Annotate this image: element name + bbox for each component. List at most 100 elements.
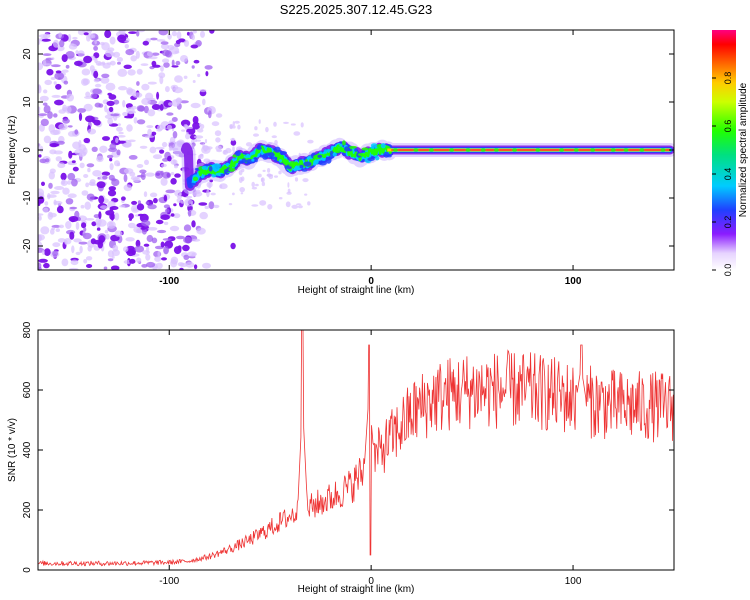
heatmap-noise-cell	[136, 119, 146, 125]
heatmap-noise-cell	[43, 207, 49, 213]
heatmap-noise-cell	[141, 264, 148, 268]
heatmap-noise-cell	[77, 50, 85, 57]
heatmap-noise-cell	[286, 191, 292, 195]
heatmap-noise-cell	[71, 245, 75, 254]
heatmap-noise-cell	[81, 222, 87, 229]
heatmap-noise-cell	[38, 113, 48, 116]
heatmap-noise-cell	[81, 190, 89, 196]
heatmap-noise-cell	[146, 125, 154, 129]
heatmap-noise-cell	[140, 172, 146, 181]
heatmap-noise-cell	[157, 229, 167, 234]
heatmap-noise-cell	[185, 131, 189, 135]
heatmap-noise-cell	[137, 213, 144, 217]
heatmap-noise-cell	[195, 40, 202, 47]
heatmap-noise-cell	[183, 224, 192, 232]
heatmap-noise-cell	[61, 69, 69, 73]
heatmap-noise-cell	[179, 267, 184, 270]
heatmap-noise-cell	[55, 228, 60, 233]
heatmap-noise-cell	[83, 55, 93, 64]
heatmap-noise-cell	[89, 183, 97, 186]
heatmap-noise-cell	[175, 60, 181, 66]
heatmap-noise-cell	[204, 65, 213, 70]
heatmap-noise-cell	[93, 70, 99, 79]
heatmap-noise-cell	[191, 220, 196, 228]
heatmap-noise-cell	[164, 50, 172, 58]
heatmap-noise-cell	[174, 50, 180, 54]
heatmap-noise-cell	[229, 124, 233, 129]
heatmap-noise-cell	[142, 250, 151, 255]
heatmap-noise-cell	[67, 172, 76, 181]
heatmap-noise-cell	[128, 213, 134, 220]
heatmap-noise-cell	[147, 204, 157, 210]
snr-y-tick-label: 400	[22, 441, 33, 458]
ridge-peak-node	[590, 148, 596, 152]
heatmap-noise-cell	[261, 181, 266, 187]
heatmap-noise-cell	[83, 32, 89, 36]
heatmap-noise-cell	[162, 171, 172, 179]
heatmap-noise-cell	[113, 99, 120, 105]
heatmap-noise-cell	[127, 222, 136, 229]
heatmap-noise-cell	[202, 143, 205, 149]
heatmap-noise-cell	[93, 78, 100, 83]
heatmap-noise-cell	[143, 243, 150, 247]
heatmap-noise-cell	[77, 108, 86, 113]
heatmap-noise-cell	[142, 40, 149, 46]
ridge-peak-node	[559, 148, 565, 152]
heatmap-noise-cell	[230, 242, 236, 250]
heatmap-noise-cell	[184, 124, 188, 130]
heatmap-noise-cell	[180, 201, 185, 204]
heatmap-noise-cell	[159, 104, 164, 111]
heatmap-noise-cell	[72, 141, 81, 150]
heatmap-noise-cell	[232, 125, 236, 129]
heatmap-noise-cell	[69, 206, 78, 210]
heatmap-noise-cell	[146, 51, 153, 57]
heatmap-noise-cell	[87, 167, 91, 173]
snr-y-axis: 0 200 400 600 800	[22, 321, 674, 573]
heatmap-noise-layer	[38, 30, 314, 270]
ridge-peak-node	[392, 148, 398, 152]
heatmap-noise-cell	[38, 110, 41, 114]
heatmap-noise-cell	[81, 68, 91, 76]
snr-series-line	[38, 330, 674, 567]
heatmap-noise-cell	[123, 168, 134, 174]
heatmap-noise-cell	[100, 76, 110, 84]
heatmap-noise-cell	[83, 259, 88, 264]
heatmap-noise-cell	[198, 202, 208, 206]
heatmap-noise-cell	[294, 177, 299, 182]
heatmap-noise-cell	[136, 68, 143, 75]
heatmap-noise-cell	[178, 38, 186, 43]
heatmap-noise-cell	[140, 63, 149, 66]
heatmap-noise-cell	[46, 194, 57, 198]
heatmap-noise-cell	[96, 155, 104, 163]
heatmap-noise-cell	[132, 92, 143, 98]
heatmap-noise-cell	[108, 222, 114, 227]
heatmap-noise-cell	[86, 193, 95, 201]
heatmap-noise-cell	[293, 131, 301, 136]
heatmap-noise-cell	[141, 219, 151, 227]
ridge-blob	[267, 152, 275, 158]
heatmap-noise-cell	[70, 259, 79, 266]
heatmap-noise-cell	[106, 154, 114, 159]
heatmap-noise-cell	[278, 170, 282, 175]
heatmap-noise-cell	[122, 100, 126, 108]
heatmap-noise-cell	[180, 119, 191, 128]
heatmap-noise-cell	[172, 87, 183, 94]
ridge-blob	[339, 143, 343, 147]
heatmap-noise-cell	[183, 39, 190, 47]
ridge-peak-node	[449, 148, 455, 152]
heatmap-noise-cell	[105, 210, 115, 216]
heatmap-noise-cell	[137, 260, 142, 264]
heatmap-noise-cell	[167, 33, 172, 40]
heatmap-noise-cell	[40, 226, 50, 235]
heatmap-noise-cell	[163, 194, 168, 202]
heatmap-noise-cell	[93, 45, 98, 51]
ridge-blob	[212, 163, 222, 169]
heatmap-noise-cell	[176, 235, 185, 240]
ridge-blob	[299, 164, 304, 169]
heatmap-noise-cell	[171, 65, 179, 68]
heatmap-noise-cell	[60, 172, 67, 181]
heatmap-noise-cell	[84, 218, 95, 221]
heatmap-noise-cell	[157, 250, 161, 258]
heatmap-noise-cell	[109, 206, 114, 212]
heatmap-noise-cell	[98, 195, 105, 204]
